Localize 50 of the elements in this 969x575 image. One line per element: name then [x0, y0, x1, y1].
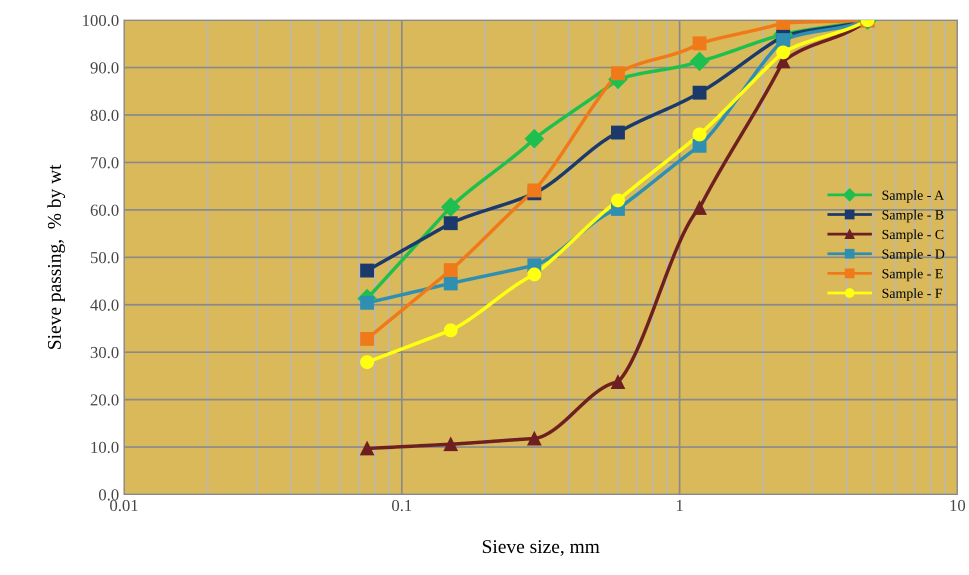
- point: [692, 128, 707, 142]
- y-tick-label: 50.0: [90, 252, 119, 264]
- y-tick-label: 40.0: [90, 299, 119, 311]
- legend-label: Sample - E: [882, 268, 943, 282]
- point: [524, 129, 544, 148]
- point: [444, 263, 458, 278]
- point: [444, 276, 458, 290]
- point: [611, 126, 625, 140]
- legend-label: Sample - D: [882, 249, 944, 262]
- point: [360, 332, 374, 346]
- point: [611, 66, 625, 80]
- point: [690, 52, 710, 71]
- x-axis-title: Sieve size, mm: [482, 540, 600, 556]
- point: [611, 375, 625, 390]
- y-tick-label: 60.0: [90, 204, 119, 216]
- point: [444, 323, 458, 338]
- point: [527, 183, 542, 198]
- point: [527, 432, 542, 446]
- legend-label: Sample - A: [882, 190, 944, 203]
- y-tick-label: 100.0: [83, 14, 119, 26]
- point: [692, 36, 707, 50]
- point: [692, 86, 707, 100]
- point: [776, 33, 790, 47]
- point: [611, 193, 625, 208]
- point: [776, 45, 790, 60]
- legend-label: Sample - B: [882, 210, 944, 222]
- x-tick-label: 10: [950, 500, 966, 512]
- point: [441, 197, 460, 217]
- point: [360, 264, 374, 278]
- y-tick-label: 70.0: [91, 157, 119, 168]
- y-axis-title: Sieve passing, % by wt: [47, 164, 66, 349]
- point: [444, 437, 458, 452]
- legend-label: Sample - F: [882, 288, 942, 301]
- point: [444, 216, 458, 230]
- y-tick-label: 20.0: [90, 394, 119, 406]
- y-tick-label: 80.0: [90, 110, 119, 122]
- point: [692, 201, 707, 215]
- x-tick-label: 0.01: [110, 500, 138, 512]
- y-tick-label: 90.0: [90, 62, 119, 74]
- legend-label: Sample - C: [882, 229, 944, 242]
- y-tick-label: 0.0: [98, 489, 119, 501]
- x-tick-label: 0.1: [392, 500, 412, 512]
- point: [360, 296, 374, 310]
- point: [527, 267, 542, 282]
- point: [360, 355, 374, 370]
- x-tick-label: 1: [676, 500, 683, 511]
- point: [360, 442, 374, 456]
- point: [692, 138, 707, 153]
- y-tick-label: 30.0: [90, 346, 119, 358]
- y-tick-label: 10.0: [91, 442, 119, 454]
